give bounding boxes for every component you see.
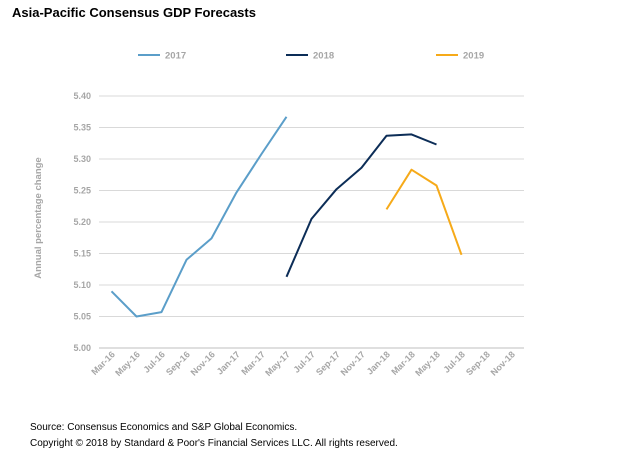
x-tick-label: Nov-17 <box>339 349 367 377</box>
x-tick-label: Mar-16 <box>89 349 117 377</box>
y-tick-label: 5.15 <box>73 249 91 259</box>
y-tick-label: 5.30 <box>73 154 91 164</box>
y-tick-labels: 5.00 5.05 5.10 5.15 5.20 5.25 5.30 5.35 5.40 <box>73 91 91 353</box>
legend-label-2017: 2017 <box>165 51 186 62</box>
legend: 2017 2018 2019 <box>138 51 484 62</box>
x-tick-label: Nov-16 <box>189 349 217 377</box>
y-tick-label: 5.25 <box>73 186 91 196</box>
source-note: Source: Consensus Economics and S&P Glob… <box>30 422 298 433</box>
x-tick-label: May-17 <box>263 349 292 378</box>
x-tick-label: Sep-18 <box>464 349 492 377</box>
legend-label-2018: 2018 <box>313 51 334 62</box>
x-tick-label: Mar-17 <box>239 349 267 377</box>
x-tick-label: May-16 <box>113 349 142 378</box>
x-tick-label: Mar-18 <box>389 349 417 377</box>
x-tick-label: Nov-18 <box>489 349 517 377</box>
y-axis-label: Annual percentage change <box>33 157 44 278</box>
x-tick-label: Sep-17 <box>314 349 342 377</box>
x-tick-label: Jul-17 <box>291 349 316 374</box>
chart-title: Asia-Pacific Consensus GDP Forecasts <box>12 5 256 20</box>
y-tick-label: 5.00 <box>73 343 91 353</box>
copyright-note: Copyright © 2018 by Standard & Poor's Fi… <box>30 438 398 449</box>
x-tick-label: May-18 <box>413 349 442 378</box>
x-tick-label: Jan-17 <box>215 349 242 376</box>
series-line-2017 <box>110 116 288 318</box>
gridlines <box>99 95 524 349</box>
y-tick-label: 5.05 <box>73 312 91 322</box>
x-tick-label: Jan-18 <box>365 349 392 376</box>
y-tick-label: 5.10 <box>73 280 91 290</box>
series-line-2019 <box>385 168 463 256</box>
series-lines <box>110 116 463 318</box>
legend-label-2019: 2019 <box>463 51 484 62</box>
y-tick-label: 5.20 <box>73 217 91 227</box>
x-tick-label: Sep-16 <box>164 349 192 377</box>
series-line-2018 <box>285 133 437 278</box>
x-tick-label: Jul-18 <box>441 349 466 374</box>
y-tick-label: 5.35 <box>73 123 91 133</box>
x-tick-label: Jul-16 <box>141 349 166 374</box>
y-tick-label: 5.40 <box>73 91 91 101</box>
